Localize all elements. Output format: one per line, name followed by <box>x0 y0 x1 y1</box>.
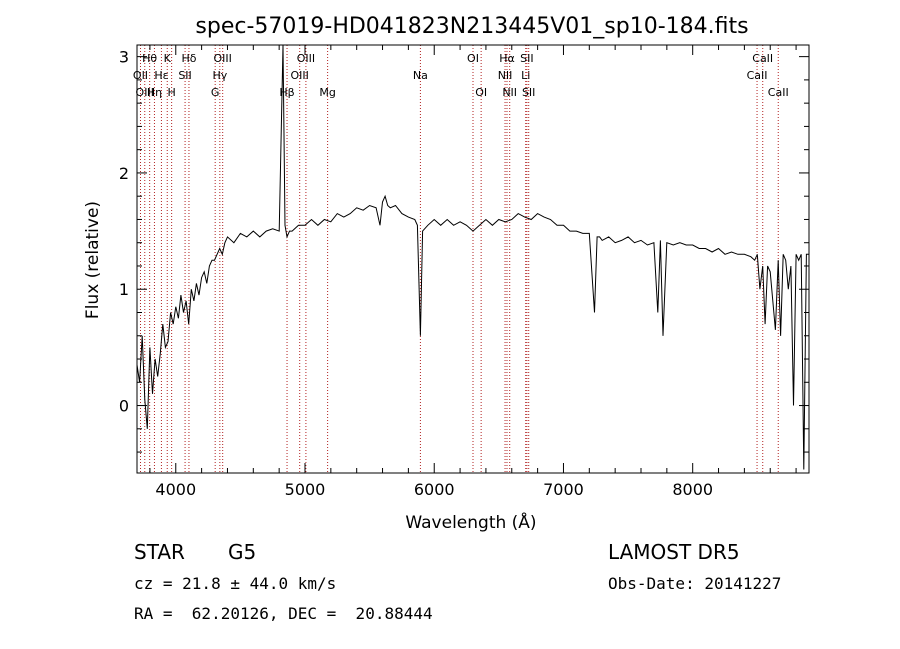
line-id-label-24: SII <box>522 86 535 99</box>
survey-label: LAMOST DR5 <box>608 540 740 564</box>
line-id-label-16: Na <box>413 69 428 82</box>
line-id-label-10: OIII <box>213 52 231 65</box>
line-id-label-3: Hη <box>147 86 162 99</box>
line-id-label-27: CaII <box>768 86 789 99</box>
x-tick-label: 7000 <box>543 480 584 499</box>
x-tick-label: 4000 <box>155 480 196 499</box>
line-id-label-8: SII <box>178 69 191 82</box>
line-id-label-13: OIII <box>297 52 315 65</box>
line-id-label-22: Li <box>521 69 530 82</box>
line-id-label-6: H <box>167 86 175 99</box>
line-id-label-0: Hθ <box>142 52 157 65</box>
line-id-label-20: Hα <box>499 52 515 65</box>
y-axis-label: Flux (relative) <box>83 201 103 319</box>
x-tick-label: 6000 <box>414 480 455 499</box>
line-id-label-15: Mg <box>319 86 335 99</box>
line-id-label-12: Hβ <box>279 86 294 99</box>
line-id-label-18: OI <box>475 86 487 99</box>
line-id-label-25: CaII <box>752 52 773 65</box>
spectrum-line <box>136 44 809 470</box>
object-subclass: G5 <box>228 540 257 564</box>
line-id-label-11: G <box>211 86 220 99</box>
object-class: STAR <box>134 540 185 564</box>
line-id-label-19: NII <box>498 69 513 82</box>
line-id-label-4: Hε <box>154 69 168 82</box>
line-id-label-26: CaII <box>747 69 768 82</box>
line-id-label-14: OIII <box>291 69 309 82</box>
line-id-markers <box>139 45 779 473</box>
x-axis: 4000 5000 6000 7000 8000 <box>149 45 797 499</box>
line-id-label-9: Hγ <box>212 69 227 82</box>
y-axis: 0 1 2 3 <box>119 48 809 453</box>
x-tick-label: 8000 <box>672 480 713 499</box>
y-tick-label: 1 <box>119 280 129 299</box>
line-id-label-21: NII <box>502 86 517 99</box>
x-tick-label: 5000 <box>285 480 326 499</box>
ra-dec: RA = 62.20126, DEC = 20.88444 <box>134 604 433 623</box>
y-tick-label: 0 <box>119 397 129 416</box>
chart-title: spec-57019-HD041823N213445V01_sp10-184.f… <box>195 14 748 39</box>
redshift-cz: cz = 21.8 ± 44.0 km/s <box>134 574 337 593</box>
line-id-label-7: Hδ <box>181 52 196 65</box>
plot-frame <box>136 44 810 474</box>
line-id-label-17: OI <box>467 52 479 65</box>
line-id-label-5: K <box>164 52 172 65</box>
y-tick-label: 2 <box>119 164 129 183</box>
line-id-label-23: SII <box>520 52 533 65</box>
line-id-label-1: OII <box>133 69 148 82</box>
line-id-label-2: OIII <box>136 86 154 99</box>
y-tick-label: 3 <box>119 48 129 67</box>
obs-date: Obs-Date: 20141227 <box>608 574 782 593</box>
x-axis-label: Wavelength (Å) <box>405 511 536 533</box>
